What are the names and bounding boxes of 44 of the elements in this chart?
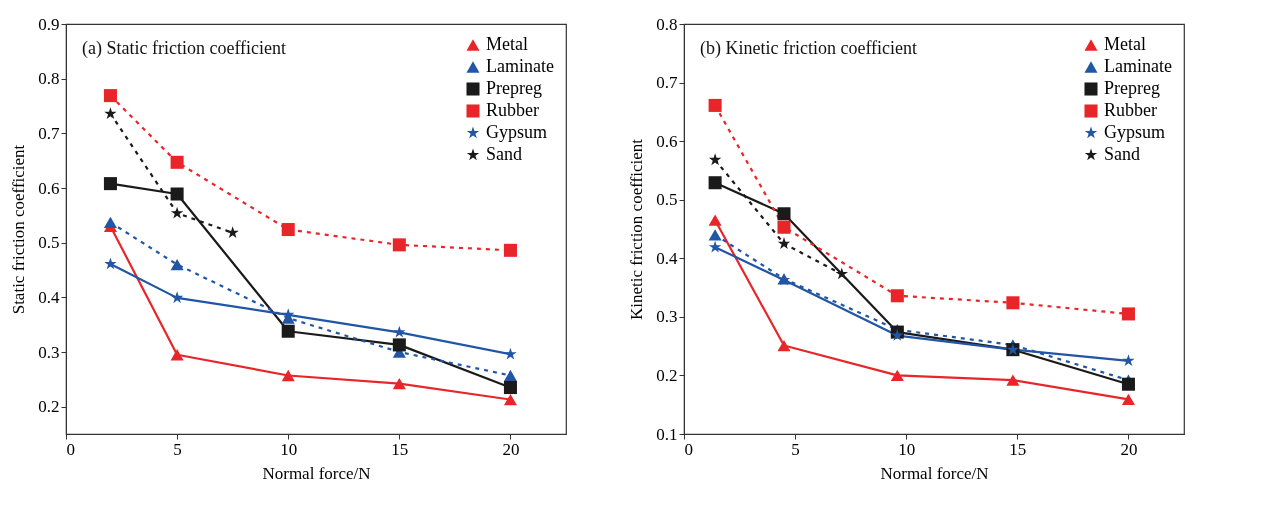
legend-label: Prepreg xyxy=(486,78,542,98)
text: (a) Static friction coefficient xyxy=(82,38,287,59)
y-tick-label: 0.3 xyxy=(38,342,60,362)
y-tick-label: 0.4 xyxy=(38,287,60,307)
y-tick-label: 0.5 xyxy=(656,190,678,210)
legend-label: Metal xyxy=(1104,34,1146,54)
y-tick-label: 0.1 xyxy=(656,424,678,444)
x-tick-label: 10 xyxy=(280,439,298,459)
x-tick-label: 0 xyxy=(66,439,75,459)
y-tick-label: 0.8 xyxy=(38,69,60,89)
legend-label: Metal xyxy=(486,34,528,54)
y-tick-label: 0.2 xyxy=(656,365,678,385)
y-tick-label: 0.9 xyxy=(38,14,60,34)
x-tick-label: 20 xyxy=(1120,439,1138,459)
legend-label: Sand xyxy=(486,144,522,164)
x-tick-label: 15 xyxy=(1009,439,1027,459)
y-tick-label: 0.7 xyxy=(38,123,60,143)
legend-label: Rubber xyxy=(1104,100,1157,120)
y-axis-title: Kinetic friction coefficient xyxy=(627,138,647,320)
y-tick-label: 0.8 xyxy=(656,14,678,34)
x-axis-title: Normal force/N xyxy=(880,463,989,483)
y-tick-label: 0.3 xyxy=(656,307,678,327)
legend-label: Sand xyxy=(1104,144,1140,164)
y-tick-label: 0.7 xyxy=(656,73,678,93)
x-tick-label: 0 xyxy=(684,439,693,459)
x-tick-label: 15 xyxy=(391,439,409,459)
x-tick-label: 5 xyxy=(791,439,800,459)
y-tick-label: 0.2 xyxy=(38,397,60,417)
y-axis-title: Static friction coefficient xyxy=(9,144,29,315)
x-axis-title: Normal force/N xyxy=(262,463,371,483)
legend-label: Laminate xyxy=(1104,56,1172,76)
legend-label: Prepreg xyxy=(1104,78,1160,98)
y-tick-label: 0.5 xyxy=(38,233,60,253)
legend-label: Rubber xyxy=(486,100,539,120)
text: (b) Kinetic friction coefficient xyxy=(700,38,918,59)
x-tick-label: 10 xyxy=(898,439,916,459)
legend-label: Gypsum xyxy=(486,122,548,142)
x-tick-label: 5 xyxy=(173,439,182,459)
legend-label: Laminate xyxy=(486,56,554,76)
y-tick-label: 0.6 xyxy=(656,131,678,151)
y-tick-label: 0.4 xyxy=(656,248,678,268)
legend-label: Gypsum xyxy=(1104,122,1166,142)
x-tick-label: 20 xyxy=(502,439,520,459)
y-tick-label: 0.6 xyxy=(38,178,60,198)
